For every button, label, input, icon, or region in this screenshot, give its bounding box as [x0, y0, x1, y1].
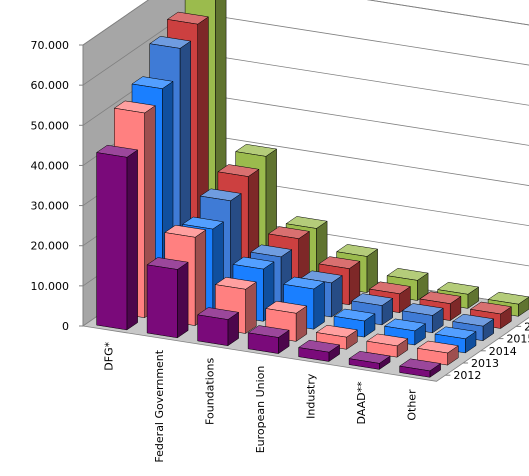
bars — [95, 0, 529, 378]
x-tick-label: DAAD** — [355, 381, 368, 425]
y-tick-label: 60.000 — [31, 79, 70, 92]
depth-tick-label: 2016 — [524, 320, 529, 333]
y-tick-label: 40.000 — [31, 159, 70, 172]
depth-tick-label: 2014 — [489, 345, 517, 358]
bar-2012-1 — [146, 257, 189, 339]
y-tick-label: 30.000 — [31, 200, 70, 213]
x-tick-label: Foundations — [203, 358, 216, 425]
bar-front — [399, 365, 431, 378]
y-tick-label: 10.000 — [31, 280, 70, 293]
bar-front — [247, 332, 279, 354]
bar-2012-0 — [95, 144, 139, 331]
bar-front — [197, 314, 229, 346]
bar-side — [245, 281, 257, 334]
bar-2012-6 — [398, 358, 442, 378]
bar-2012-4 — [297, 339, 341, 362]
depth-tick-label: 2013 — [471, 357, 499, 370]
bar-2012-2 — [196, 307, 240, 347]
bar-front — [298, 347, 330, 362]
y-tick-label: 20.000 — [31, 240, 70, 253]
x-tick-label: Industry — [304, 373, 317, 419]
y-tick-label: 70.000 — [31, 39, 70, 52]
bar-2012-3 — [247, 325, 290, 355]
x-tick-label: DFG* — [102, 341, 115, 370]
bar-front — [96, 152, 128, 331]
bar-2013-5 — [366, 333, 409, 358]
bar-side — [177, 261, 189, 339]
x-tick-label: Federal Government — [153, 349, 166, 462]
x-tick-label: Other — [405, 389, 418, 421]
x-tick-label: European Union — [254, 366, 267, 454]
y-tick-label: 50.000 — [31, 119, 70, 132]
y-tick-label: 0 — [62, 320, 69, 333]
gridline — [82, 0, 529, 46]
depth-axis-labels: 201220132014201520162017 — [445, 320, 529, 382]
bar-2012-5 — [348, 351, 391, 370]
bar-side — [126, 149, 138, 331]
x-axis-labels: DFG* Federal Government Foundations Europea… — [102, 341, 418, 462]
bar-front — [348, 358, 380, 370]
bar-side — [313, 281, 325, 330]
bar-front — [146, 264, 178, 339]
depth-tick-label: 2015 — [506, 333, 529, 346]
depth-tick-label: 2012 — [453, 369, 481, 382]
y-axis-ticks: 0 10.000 20.000 30.000 40.000 50.000 60.000 70.… — [31, 39, 84, 333]
